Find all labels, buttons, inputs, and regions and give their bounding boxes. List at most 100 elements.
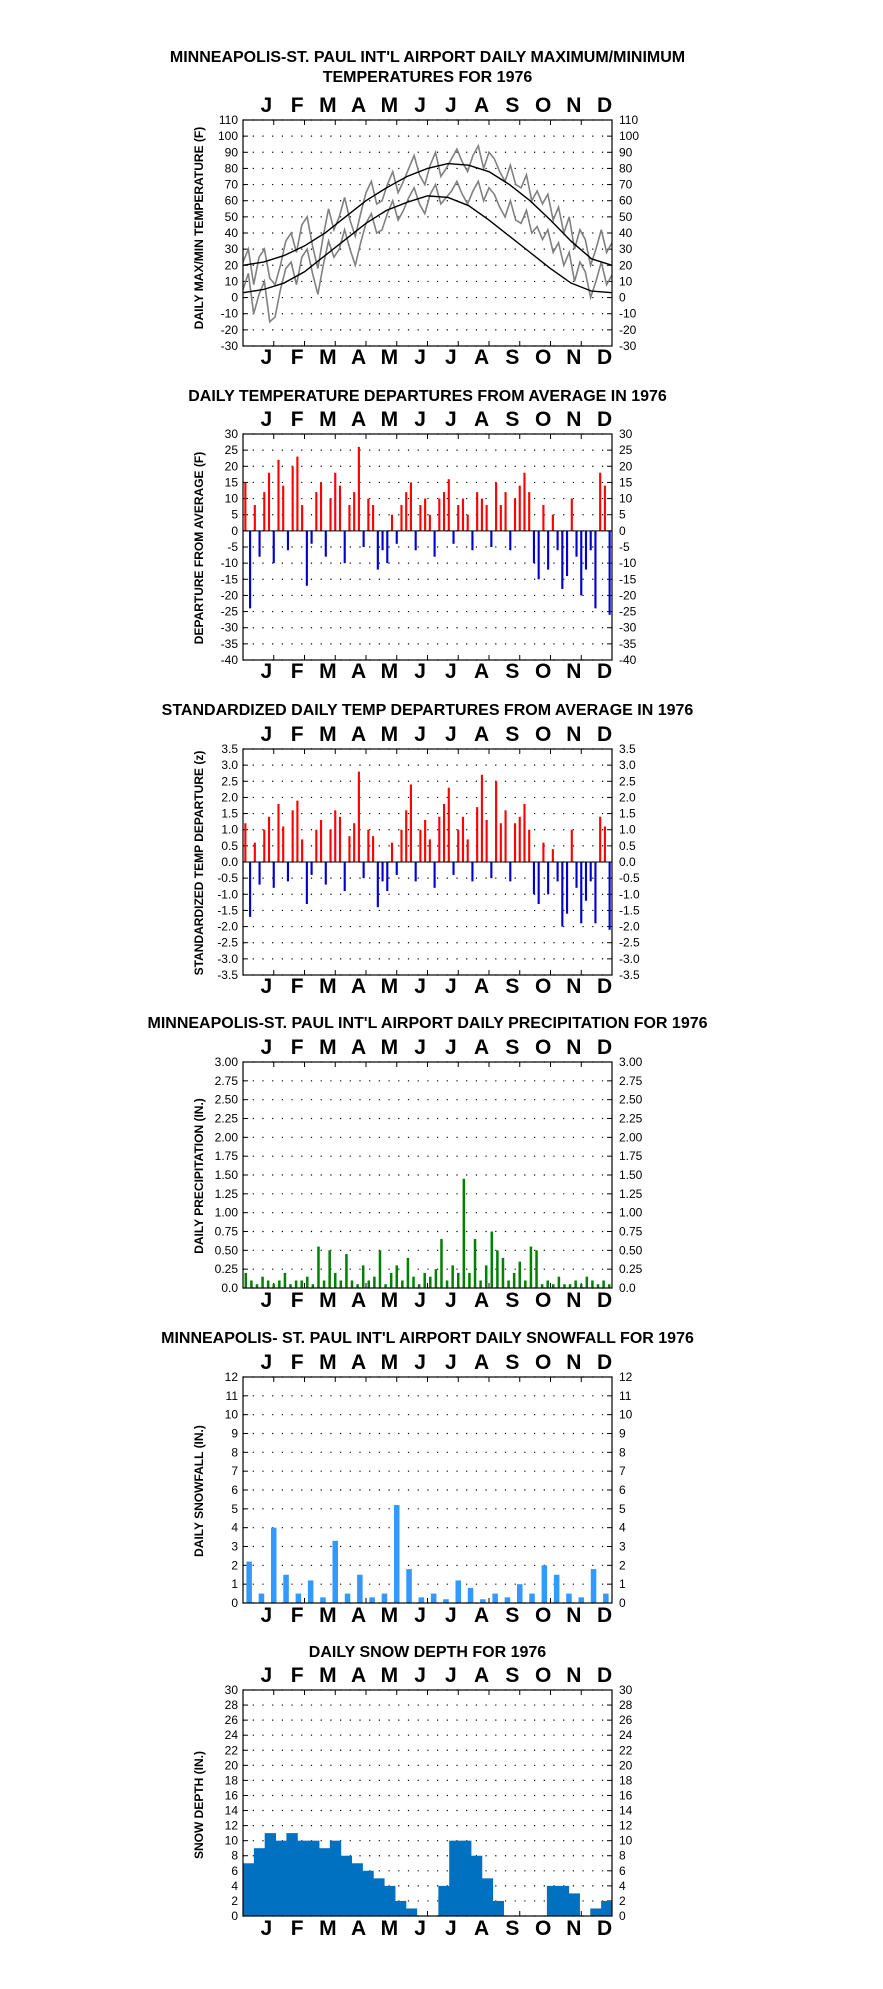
bar — [532, 862, 536, 895]
bar — [537, 530, 540, 580]
bar — [244, 482, 247, 531]
month-label-top: J — [414, 723, 426, 746]
y-tick-label-left: 6 — [231, 1483, 238, 1497]
bar — [393, 1505, 400, 1603]
bar — [406, 1569, 412, 1603]
month-label-bottom: J — [261, 1917, 273, 1940]
month-label-top: M — [319, 723, 337, 746]
depth-bar — [362, 1870, 374, 1916]
bar — [294, 1280, 298, 1288]
bar — [367, 829, 370, 862]
month-label-bottom: A — [474, 975, 489, 998]
bar — [480, 498, 483, 531]
depth-bar — [568, 1893, 580, 1916]
bar — [419, 829, 422, 862]
y-tick-label-left: 1.25 — [215, 1187, 239, 1201]
data-series — [242, 143, 613, 324]
bar — [414, 862, 417, 882]
y-tick-label-left: -3.5 — [217, 968, 238, 982]
month-label-top: J — [414, 1664, 426, 1687]
y-tick-label-right: 10 — [619, 274, 633, 288]
month-label-top: N — [566, 1664, 581, 1687]
bar — [356, 1284, 359, 1288]
bar — [599, 816, 602, 862]
depth-bar — [470, 1855, 483, 1916]
bar — [278, 1280, 281, 1288]
y-tick-label-left: 5 — [231, 1502, 238, 1516]
bar — [512, 1272, 516, 1288]
bar — [565, 530, 569, 577]
bar — [457, 505, 460, 531]
month-label-top: D — [597, 1664, 612, 1687]
month-label-top: J — [414, 1036, 426, 1059]
y-tick-label-right: -30 — [619, 339, 637, 353]
y-tick-label-left: 0 — [231, 524, 238, 538]
series-daily-max — [242, 143, 613, 287]
y-tick-label-right: -1.5 — [619, 903, 640, 917]
month-label-bottom: O — [535, 1917, 551, 1940]
y-tick-label-left: -0.5 — [217, 871, 238, 885]
y-tick-label-left: -20 — [221, 588, 239, 602]
bar — [357, 1574, 363, 1603]
bar — [301, 505, 304, 531]
month-label-top: S — [505, 1351, 519, 1374]
y-tick-label-right: 2.75 — [619, 1074, 643, 1088]
month-label-top: J — [445, 723, 457, 746]
month-label-top: M — [381, 94, 399, 117]
bar — [471, 862, 474, 882]
month-label-bottom: A — [351, 1604, 366, 1627]
y-tick-label-left: -10 — [221, 307, 239, 321]
depth-bar — [405, 1908, 418, 1916]
y-tick-label-right: -10 — [619, 307, 637, 321]
y-tick-label-right: 6 — [619, 1483, 626, 1497]
y-tick-label-right: 10 — [619, 1834, 633, 1848]
bar — [553, 1574, 560, 1603]
bar — [348, 505, 351, 531]
month-label-bottom: O — [535, 1289, 551, 1312]
month-label-top: J — [414, 94, 426, 117]
y-tick-label-right: 28 — [619, 1698, 633, 1712]
y-tick-label-left: 10 — [225, 1408, 239, 1422]
y-tick-label-left: 9 — [231, 1427, 238, 1441]
bar — [504, 492, 507, 531]
month-label-top: J — [261, 1351, 273, 1374]
y-axis-label: DAILY PRECIPITATION (IN.) — [192, 1098, 206, 1254]
bar — [283, 1272, 287, 1288]
bar — [400, 829, 403, 862]
y-tick-label-right: 3.0 — [619, 758, 636, 772]
bar — [461, 816, 465, 862]
month-label-bottom: A — [351, 660, 366, 683]
y-tick-label-left: 12 — [225, 1819, 239, 1833]
month-label-top: A — [474, 408, 489, 431]
month-label-top: O — [535, 408, 551, 431]
bar — [384, 1284, 387, 1288]
bar — [372, 836, 375, 862]
month-label-top: O — [535, 1664, 551, 1687]
depth-bar — [264, 1833, 277, 1916]
month-label-bottom: J — [414, 1604, 426, 1627]
month-label-top: N — [566, 1351, 581, 1374]
bar — [578, 1597, 585, 1603]
bar — [433, 862, 436, 888]
y-tick-label-right: -35 — [619, 637, 637, 651]
month-label-top: S — [505, 723, 519, 746]
y-tick-label-right: -30 — [619, 621, 637, 635]
bar — [590, 1569, 597, 1603]
bar — [499, 823, 502, 862]
y-tick-label-left: 8 — [231, 1445, 238, 1459]
bar — [504, 810, 507, 862]
bar — [258, 530, 261, 557]
bar — [547, 530, 550, 570]
y-tick-label-right: -1.0 — [619, 887, 640, 901]
y-tick-label-left: 2 — [231, 1558, 238, 1572]
month-label-top: J — [445, 1351, 457, 1374]
bar — [277, 803, 280, 862]
y-tick-label-right: 0.0 — [619, 1281, 636, 1295]
y-tick-label-left: 0.0 — [221, 855, 238, 869]
bar — [570, 829, 573, 862]
bar — [343, 862, 346, 892]
bar — [565, 862, 569, 914]
y-tick-label-right: 2.0 — [619, 790, 636, 804]
y-axis-label: DEPARTURE FROM AVERAGE (F) — [192, 452, 206, 644]
y-tick-label-left: 20 — [225, 1758, 239, 1772]
